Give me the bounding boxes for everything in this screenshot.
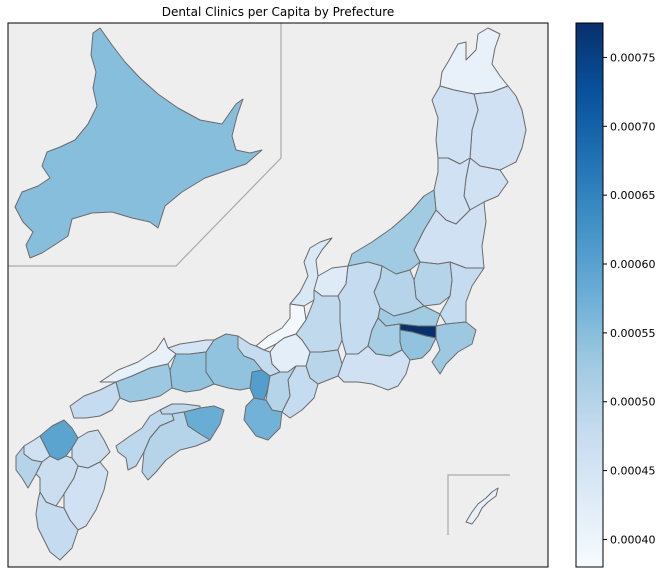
colorbar-tick-label: 0.00060 [610,258,656,271]
colorbar-tick-label: 0.00045 [610,465,656,478]
colorbar-tick-label: 0.00050 [610,396,656,409]
prefecture-tochigi [413,261,453,307]
prefecture-hiroshima [115,363,173,403]
colorbar-tick-label: 0.00075 [610,51,656,64]
prefecture-layer [14,27,527,561]
prefecture-aomori [439,27,509,95]
prefecture-hokkaido [14,27,263,259]
okinawa-inset-frame [447,474,510,535]
prefecture-kochi [141,411,211,481]
colorbar [575,22,604,568]
prefecture-miyazaki [63,461,109,531]
prefecture-osaka [249,369,271,401]
colorbar-tick-label: 0.00055 [610,327,656,340]
prefecture-fukui [255,303,307,351]
colorbar-tick-label: 0.00065 [610,189,656,202]
prefecture-kagoshima [35,491,79,561]
prefecture-yamaguchi [69,381,121,419]
prefecture-hyogo [205,333,263,391]
colorbar-tick-label: 0.00070 [610,120,656,133]
colorbar-ticks: 0.00040 0.00045 0.00050 0.00055 0.00060 0.000… [603,51,656,546]
prefecture-okinawa [465,487,499,525]
prefecture-shizuoka [337,345,411,391]
prefecture-wakayama [243,397,283,441]
prefecture-chiba [431,321,477,375]
colorbar-tick-label: 0.00040 [610,533,656,546]
hokkaido-inset-frame [8,23,282,267]
map-frame [7,22,549,568]
prefecture-iwate [469,85,527,171]
prefecture-nara [265,365,297,413]
map-title: Dental Clinics per Capita by Prefecture [161,5,395,19]
